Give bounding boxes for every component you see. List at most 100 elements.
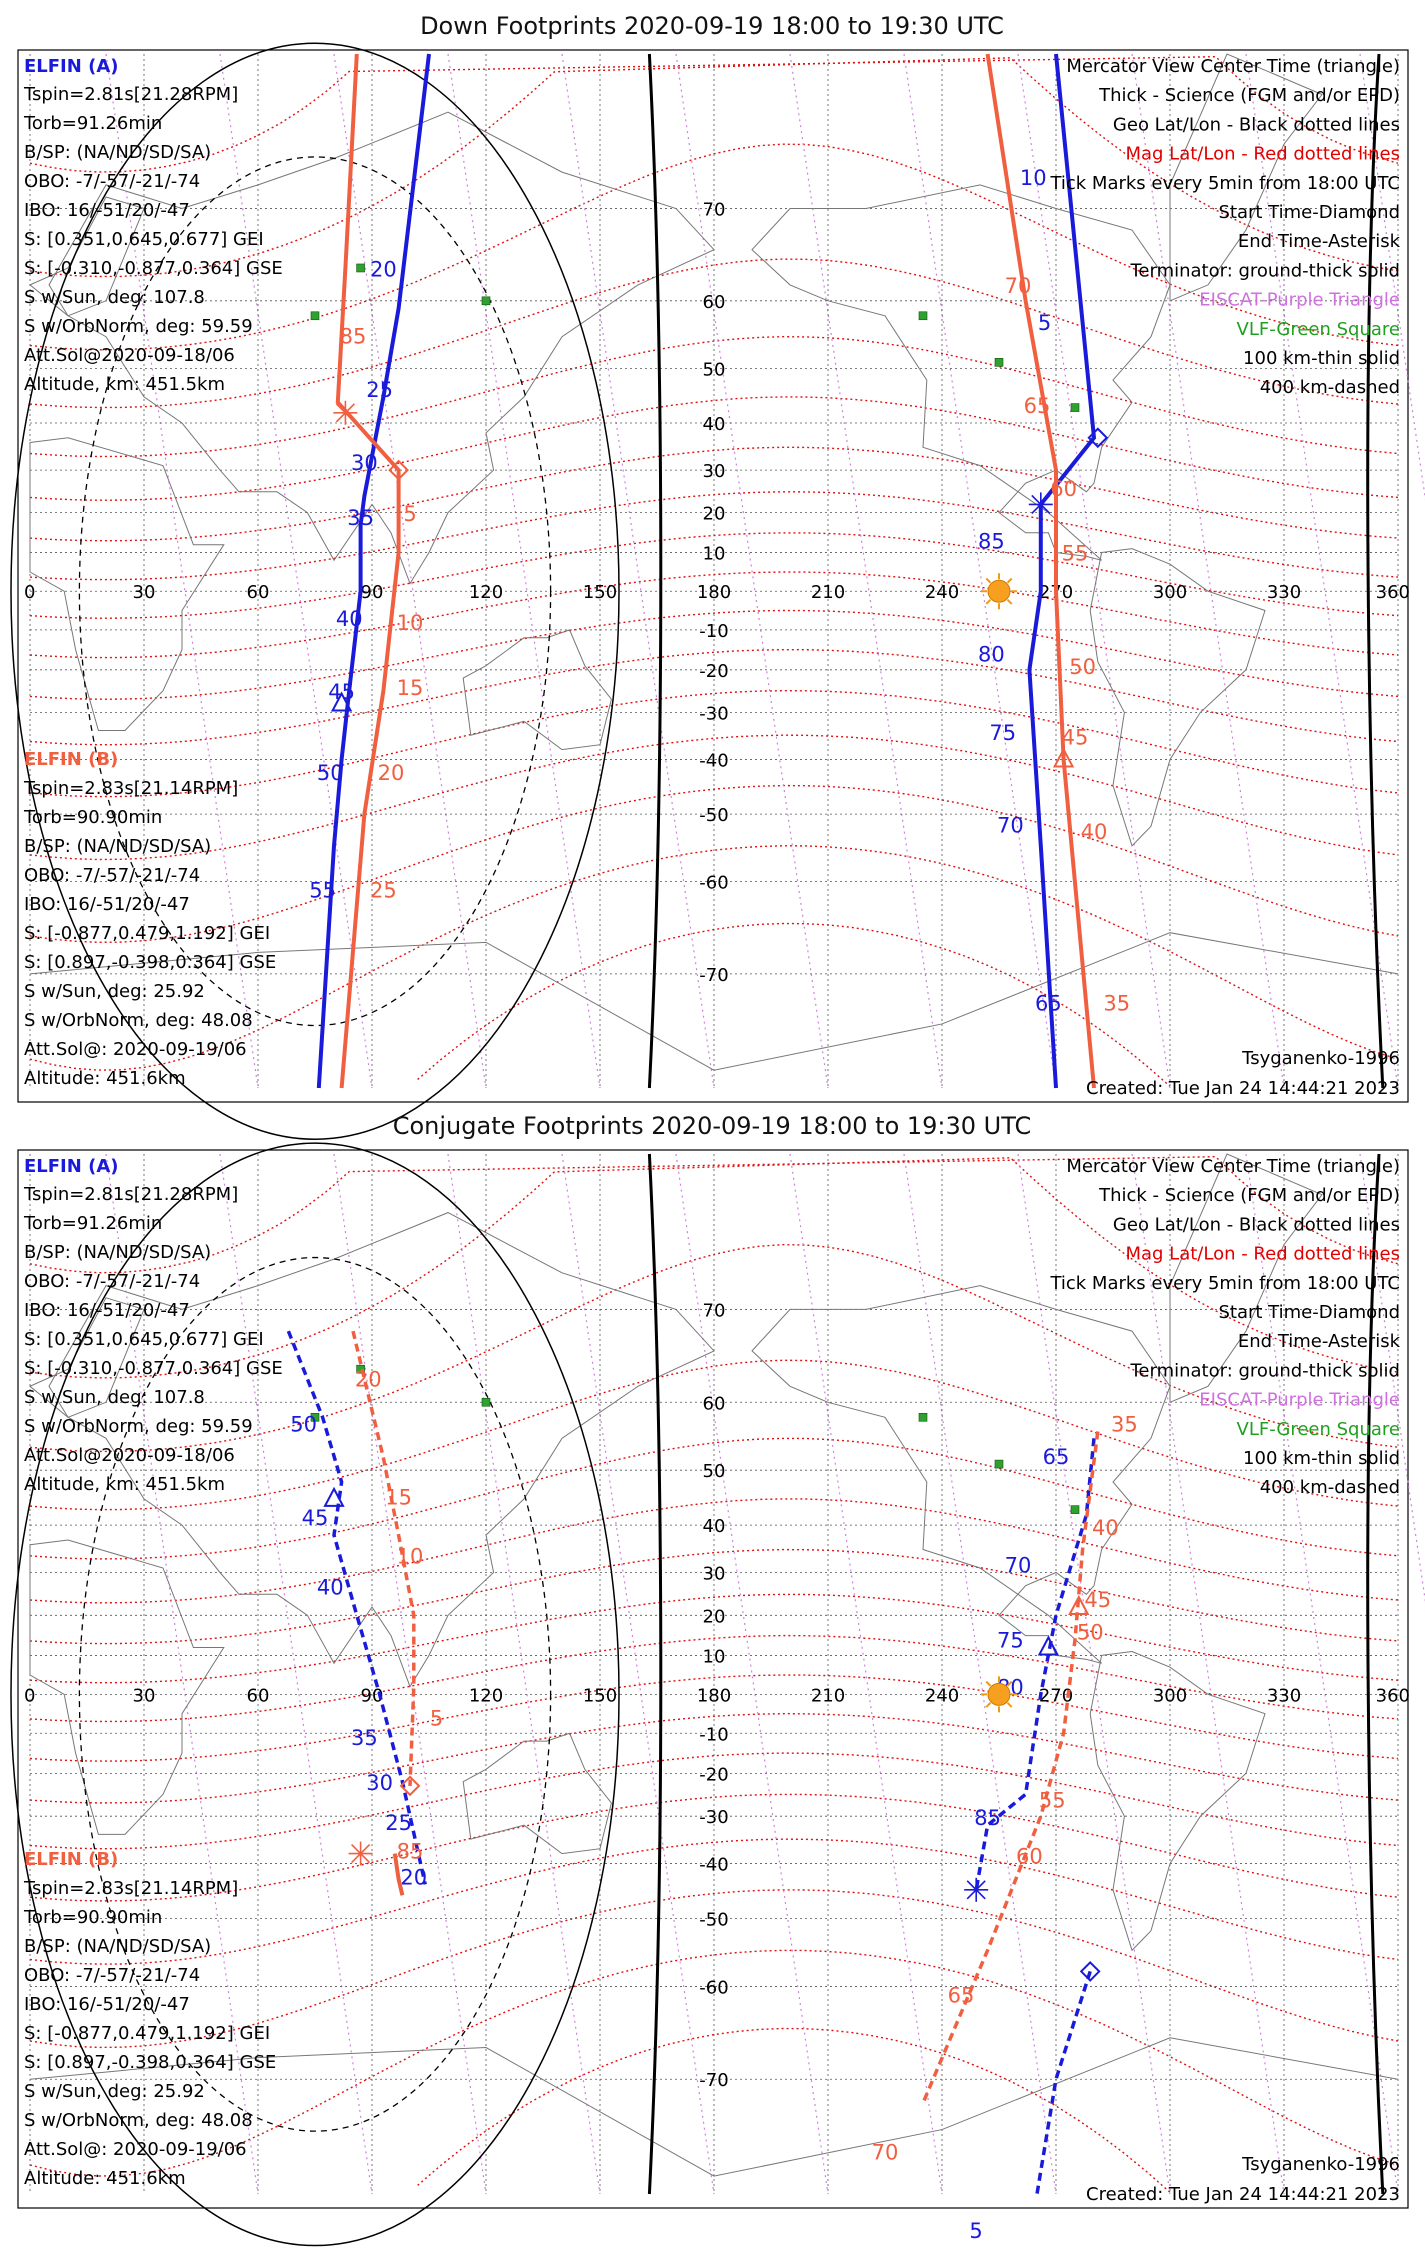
track-line — [335, 53, 401, 1089]
sun-disk — [987, 1682, 1011, 1706]
mag-lat-line — [29, 1838, 1399, 1965]
coastline — [1089, 1650, 1266, 1952]
elfin-a-info-line: Altitude, km: 451.5km — [24, 1474, 225, 1495]
sun-ray — [1006, 577, 1013, 584]
elfin-a-info: ELFIN (A) Tspin=2.81s[21.28RPM] Torb=91.26… — [23, 56, 283, 395]
elfin-a-label: ELFIN (A) — [24, 1156, 118, 1177]
track-tick-label: 65 — [1043, 1445, 1070, 1469]
elfin-b-info-line: S: [0.897,-0.398,0.364] GSE — [24, 2052, 276, 2073]
track-tick-label: 15 — [397, 676, 424, 700]
legend-entry: Mag Lat/Lon - Red dotted lines — [1125, 144, 1400, 165]
footer: Tsyganenko-1996 Created: Tue Jan 24 14:44… — [969, 2154, 1400, 2243]
legend-entry: Start Time-Diamond — [1218, 1302, 1400, 1323]
elfin-b-info-line: S: [0.897,-0.398,0.364] GSE — [24, 952, 276, 973]
legend-entry: EISCAT-Purple Triangle — [1199, 1390, 1400, 1411]
lat-tick-label: -30 — [699, 703, 728, 724]
axis-labels: 0 30 60 90 120 150 180 210 240 270 300 330 360706050… — [24, 200, 1410, 986]
sun-ray — [985, 1680, 992, 1687]
vlf-square — [994, 1459, 1004, 1469]
sun-ray — [1006, 1680, 1013, 1687]
track-tick-label: 85 — [340, 324, 367, 348]
lat-tick-label: 40 — [703, 414, 726, 435]
track-tick-label: 75 — [989, 721, 1016, 745]
elfin-b-info-line: Tspin=2.83s[21.14RPM] — [23, 1878, 238, 1899]
track-tick-label: 75 — [997, 1629, 1024, 1653]
lat-tick-label: -50 — [699, 1910, 728, 1931]
lat-tick-label: 60 — [703, 1393, 726, 1414]
legend-entry: Thick - Science (FGM and/or EPD) — [1098, 85, 1400, 106]
legend-entry: 100 km-thin solid — [1243, 1448, 1400, 1469]
mag-lon-line — [789, 53, 943, 1089]
coastline — [48, 1212, 715, 1688]
elfin-b-info-line: S w/OrbNorm, deg: 48.08 — [24, 2110, 253, 2131]
legend-entry: Mercator View Center Time (triangle) — [1066, 56, 1400, 77]
coastline — [29, 1297, 145, 1418]
lat-tick-label: -40 — [699, 1855, 728, 1876]
elfin-b-info-line: S w/Sun, deg: 25.92 — [24, 2081, 205, 2102]
mag-lon-line — [561, 1153, 715, 2195]
end-asterisk — [348, 1841, 373, 1866]
asterisk-stroke — [351, 1844, 371, 1864]
track-tick-label: 5 — [403, 502, 416, 526]
elfin-a-info-line: B/SP: (NA/ND/SD/SA) — [24, 1242, 211, 1263]
track-line — [921, 1431, 1100, 2104]
track-tick-label: 10 — [397, 1544, 424, 1568]
elfin-b-info-line: S w/OrbNorm, deg: 48.08 — [24, 1010, 253, 1031]
sun-ray — [1006, 599, 1013, 605]
sun-disk — [987, 579, 1011, 603]
mag-lon-line — [675, 53, 829, 1089]
lat-tick-label: 40 — [703, 1516, 726, 1537]
start-diamond — [388, 459, 410, 481]
sun-ray — [985, 599, 992, 605]
mag-lat-line — [29, 1793, 1399, 1902]
lat-tick-label: -20 — [699, 661, 728, 682]
mag-lat-line — [29, 609, 1399, 700]
elfin-a-info-line: Att.Sol@2020-09-18/06 — [24, 345, 235, 366]
coastline — [29, 1539, 225, 1835]
lon-tick-label: 270 — [1039, 1685, 1073, 1706]
lon-tick-label: 180 — [697, 1685, 731, 1706]
elfin-a-info-line: S w/Sun, deg: 107.8 — [24, 287, 205, 308]
elfin-b-info-line: B/SP: (NA/ND/SD/SA) — [24, 1936, 211, 1957]
lat-tick-label: -60 — [699, 873, 728, 894]
lon-tick-label: 300 — [1153, 582, 1187, 603]
track-tick-label: 5 — [430, 1706, 443, 1730]
lat-tick-label: -10 — [699, 621, 728, 642]
legend-entry: End Time-Asterisk — [1238, 1331, 1401, 1352]
model-label: Tsyganenko-1996 — [1241, 2154, 1400, 2175]
coastline — [751, 184, 1171, 561]
horizon-100km — [10, 42, 620, 1140]
horizon-100km — [10, 1142, 620, 2247]
mag-lon-line — [903, 1153, 1057, 2195]
legend-entry: 100 km-thin solid — [1243, 348, 1400, 369]
vlf-square — [481, 1397, 491, 1407]
created-timestamp: Created: Tue Jan 24 14:44:21 2023 — [1086, 2184, 1400, 2205]
coastline — [48, 111, 715, 585]
mag-lat-line — [29, 1634, 1399, 1723]
center-triangle — [1037, 1635, 1060, 1656]
mag-lon-line — [1245, 53, 1399, 1089]
coastline — [29, 437, 225, 731]
coastline — [29, 196, 145, 317]
lat-tick-label: 70 — [703, 1300, 726, 1321]
lat-tick-label: 30 — [703, 461, 726, 482]
elfin-b-info-line: IBO: 16/-51/20/-47 — [24, 1994, 190, 2015]
track-tick-label: 85 — [974, 1806, 1001, 1830]
track-tick-label: 70 — [1005, 1554, 1032, 1578]
track-tick-label: 15 — [385, 1485, 412, 1509]
lon-tick-label: 150 — [583, 1685, 617, 1706]
elfin-a-info-line: Torb=91.26min — [23, 113, 162, 134]
elfin-a-info-line: S: [-0.310,-0.877,0.364] GSE — [24, 258, 283, 279]
coastline — [462, 629, 612, 751]
end-asterisk — [333, 400, 358, 425]
footprint-tracks: 5045403530252020151058565707580853540455… — [286, 1330, 1138, 2195]
legend-entry: 400 km-dashed — [1260, 1477, 1400, 1498]
horizon-400km — [78, 1256, 552, 2132]
bottom-tick-label: 5 — [969, 2219, 982, 2243]
vlf-square — [994, 358, 1004, 367]
lon-tick-label: 0 — [24, 1685, 35, 1706]
elfin-b-info-line: Torb=90.90min — [23, 807, 162, 828]
track-tick-label: 60 — [1050, 477, 1077, 501]
legend: Mercator View Center Time (triangle) Thic… — [1049, 56, 1400, 398]
end-asterisk — [1028, 492, 1053, 517]
